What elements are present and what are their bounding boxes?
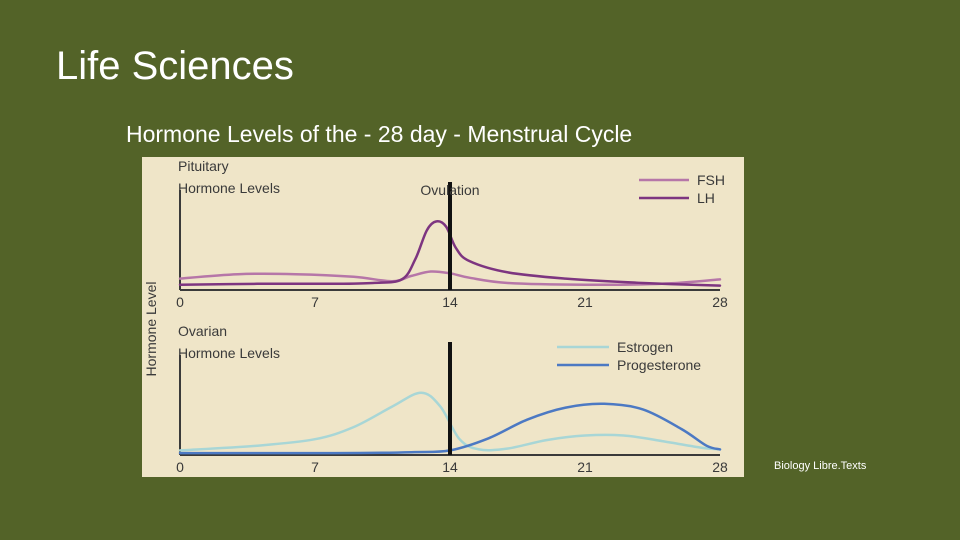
x-tick-label: 21 <box>577 459 593 475</box>
x-tick-label: 14 <box>442 294 458 310</box>
legend-label-fsh: FSH <box>697 172 725 188</box>
panel-title-line: Hormone Levels <box>178 180 280 196</box>
ovulation-label: Ovulation <box>420 182 479 198</box>
panel-title-line: Ovarian <box>178 323 227 339</box>
legend-label-lh: LH <box>697 190 715 206</box>
x-tick-label: 0 <box>176 459 184 475</box>
x-tick-label: 7 <box>311 294 319 310</box>
legend-label-estrogen: Estrogen <box>617 339 673 355</box>
legend-label-progesterone: Progesterone <box>617 357 701 373</box>
x-tick-label: 21 <box>577 294 593 310</box>
x-tick-label: 7 <box>311 459 319 475</box>
x-tick-label: 0 <box>176 294 184 310</box>
slide-subtitle: Hormone Levels of the - 28 day - Menstru… <box>126 121 633 147</box>
panel-title-line: Hormone Levels <box>178 345 280 361</box>
x-tick-label: 28 <box>712 294 728 310</box>
hormone-chart: Pituitary Hormone Levels 0 7 14 21 28 FSH LH Ovul… <box>143 158 728 475</box>
slide-title: Life Sciences <box>56 44 294 88</box>
source-credit: Biology Libre.Texts <box>774 460 867 472</box>
x-tick-label: 28 <box>712 459 728 475</box>
series-line-progesterone <box>178 402 722 455</box>
panel-title-line: Pituitary <box>178 158 229 174</box>
series-line-fsh <box>178 270 722 287</box>
x-tick-label: 14 <box>442 459 458 475</box>
chart-panel: Pituitary Hormone Levels 0 7 14 21 28 FSH LH Ovul… <box>142 157 744 477</box>
series-line-lh <box>178 220 722 287</box>
y-axis-label: Hormone Level <box>143 282 159 377</box>
